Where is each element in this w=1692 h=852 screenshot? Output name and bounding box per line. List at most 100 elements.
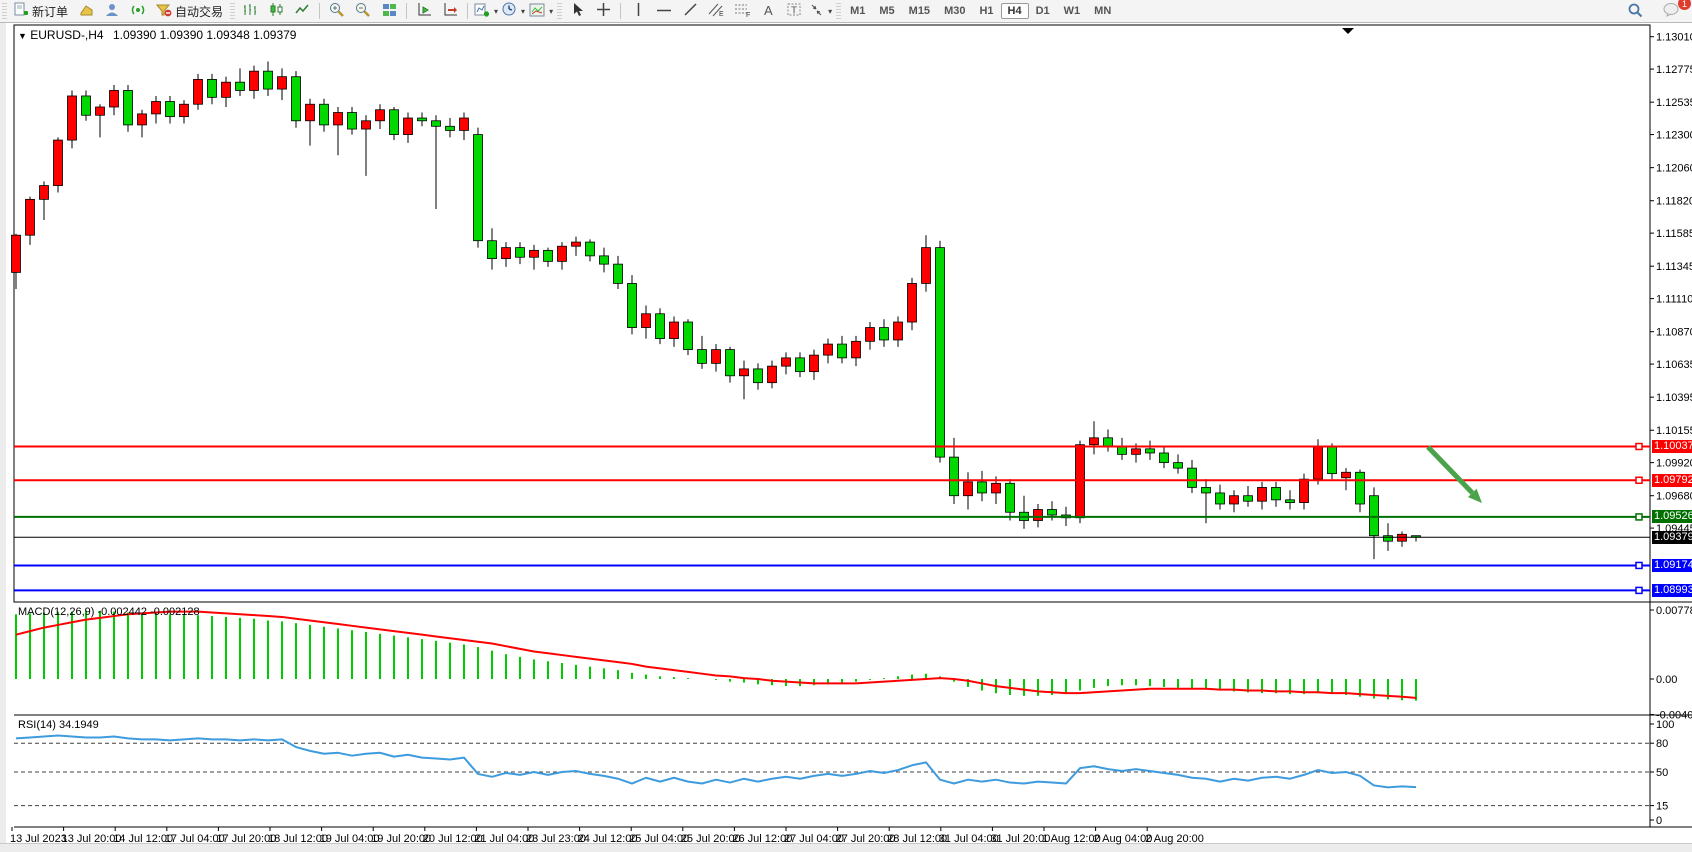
candle-body <box>235 81 245 91</box>
candle-body <box>921 247 931 284</box>
auto-scroll-button[interactable] <box>411 1 437 21</box>
chart-canvas[interactable]: 1.13010 1.12775 1.12535 1.12300 1.12060 1.118… <box>6 23 1692 851</box>
auto-trading-label: 自动交易 <box>175 4 224 19</box>
tile-windows-button[interactable] <box>376 1 402 21</box>
candle-body <box>1327 445 1337 475</box>
down-arrow-annotation[interactable] <box>1426 445 1475 495</box>
candle-body <box>1383 535 1393 542</box>
auto-trading-button[interactable]: 自动交易 <box>151 1 228 21</box>
support-line-blue-1-handle[interactable] <box>1635 561 1643 570</box>
cursor-icon <box>571 2 584 20</box>
svg-text:F: F <box>746 12 750 17</box>
signal-icon <box>131 3 146 20</box>
bar-chart-button[interactable] <box>237 1 263 21</box>
vertical-line-button[interactable] <box>625 1 651 21</box>
time-axis-label: 31 Jul 20:00 <box>990 833 1050 845</box>
candle-body <box>627 283 637 328</box>
text-label-button[interactable]: T <box>781 1 807 21</box>
price-axis-tick: 1.10635 <box>1656 359 1692 371</box>
candle-body <box>767 365 777 384</box>
candle-body <box>613 263 623 284</box>
svg-text:E: E <box>719 11 724 17</box>
chart-window-button[interactable] <box>73 1 99 21</box>
candle-body <box>277 76 287 90</box>
fibonacci-retracement-button[interactable]: F <box>729 1 755 21</box>
toolbar-grip[interactable] <box>2 3 7 19</box>
main-price-pane[interactable] <box>13 24 1651 603</box>
candle-body <box>137 113 147 126</box>
candle-body <box>347 112 357 130</box>
timeframe-w1[interactable]: W1 <box>1063 5 1081 17</box>
candle-body <box>39 185 49 200</box>
candle-body <box>543 249 553 262</box>
tile-windows-icon <box>382 3 397 20</box>
horizontal-line-button[interactable] <box>651 1 677 21</box>
new-order-button[interactable]: 新订单 <box>9 1 73 21</box>
price-axis-tick: 1.11345 <box>1656 261 1692 273</box>
support-line-green-handle[interactable] <box>1635 513 1643 521</box>
candle-body <box>487 240 497 260</box>
candle-body <box>557 245 567 262</box>
candle-body <box>1355 471 1365 505</box>
timeframe-h4[interactable]: H4 <box>1000 3 1029 19</box>
timeframe-m15[interactable]: M15 <box>908 5 931 17</box>
line-chart-button[interactable] <box>289 1 315 21</box>
signal-button[interactable] <box>125 1 151 21</box>
arrows-tool-button[interactable]: ▾ <box>807 1 834 21</box>
window-bottom-edge <box>0 843 1692 852</box>
candle-body <box>1089 437 1099 446</box>
time-axis-label: 14 Jul 12:00 <box>113 833 173 845</box>
search-button[interactable] <box>1622 1 1648 21</box>
candle-body <box>361 120 371 130</box>
candlestick-chart-button[interactable] <box>263 1 289 21</box>
market-watch-button[interactable] <box>99 1 125 21</box>
timeframe-m5[interactable]: M5 <box>879 5 895 17</box>
equidistant-channel-button[interactable]: E <box>703 1 729 21</box>
add-indicator-icon <box>474 2 490 20</box>
dropdown-caret-icon: ▾ <box>828 6 833 16</box>
resistance-line-2-handle[interactable] <box>1635 476 1643 485</box>
toolbar-grip[interactable] <box>557 3 563 19</box>
time-axis-label: 24 Jul 12:00 <box>578 833 638 845</box>
chart-scroll-marker-icon[interactable] <box>1342 28 1354 34</box>
period-selector-button[interactable]: ▾ <box>500 1 527 21</box>
candle-body <box>1369 495 1379 537</box>
crosshair-button[interactable] <box>590 1 616 21</box>
toolbar-grip[interactable] <box>230 3 236 19</box>
timeframe-m1[interactable]: M1 <box>850 5 866 17</box>
time-axis-label: 28 Jul 12:00 <box>887 833 947 845</box>
zoom-out-button[interactable] <box>350 1 376 21</box>
toolbar-grip[interactable] <box>836 3 842 19</box>
candle-body <box>445 125 455 131</box>
add-indicator-button[interactable]: ▾ <box>472 1 500 21</box>
support-line-blue-2-handle[interactable] <box>1635 586 1643 595</box>
chart-template-button[interactable]: ▾ <box>527 1 555 21</box>
timeframe-m30[interactable]: M30 <box>944 5 966 17</box>
cursor-button[interactable] <box>564 1 590 21</box>
candlestick-chart-icon <box>269 2 284 20</box>
candle-body <box>1103 437 1113 447</box>
chart-title-collapse-icon[interactable]: ▼ <box>18 31 27 41</box>
zoom-in-button[interactable] <box>324 1 350 21</box>
chat-icon <box>1663 2 1680 20</box>
text-button[interactable]: A <box>755 1 781 21</box>
candle-body <box>123 90 133 126</box>
chart-symbol: EURUSD-,H4 <box>30 28 104 42</box>
timeframe-d1[interactable]: D1 <box>1035 5 1050 17</box>
chat-badge: 1 <box>1678 0 1691 10</box>
candle-body <box>655 313 665 339</box>
candle-body <box>739 368 749 377</box>
candle-body <box>809 354 819 373</box>
candle-body <box>977 481 987 494</box>
time-axis-label: 23 Jul 23:00 <box>526 833 586 845</box>
time-axis-label: 27 Jul 20:00 <box>836 833 896 845</box>
resistance-line-1-handle[interactable] <box>1635 442 1643 451</box>
main-toolbar: 新订单 自动交易 ▾ ▾ <box>0 0 1692 23</box>
chart-window-icon <box>79 3 94 20</box>
timeframe-h1[interactable]: H1 <box>979 5 994 17</box>
price-axis-tick: 1.12300 <box>1656 130 1692 142</box>
chat-button[interactable]: 1 <box>1658 0 1691 21</box>
trendline-button[interactable] <box>677 1 703 21</box>
chart-shift-button[interactable] <box>437 1 463 21</box>
timeframe-mn[interactable]: MN <box>1094 5 1112 17</box>
